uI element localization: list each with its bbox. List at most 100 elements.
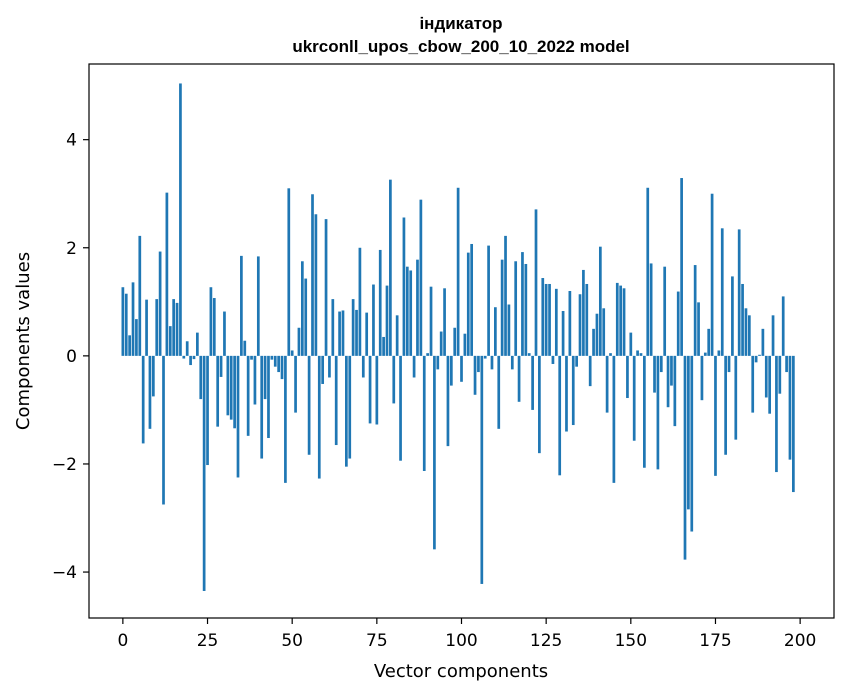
bar: [643, 355, 646, 468]
bar: [524, 263, 528, 356]
bar: [477, 355, 480, 373]
bar: [588, 355, 592, 387]
bar: [731, 276, 734, 356]
bar: [426, 353, 429, 356]
bar: [619, 285, 623, 356]
x-tick-label: 175: [699, 631, 731, 651]
bar: [372, 284, 375, 356]
bar: [497, 355, 501, 429]
bar: [507, 304, 511, 356]
bar: [663, 266, 667, 356]
bar: [277, 355, 280, 373]
bar: [334, 355, 338, 446]
bar: [321, 355, 325, 384]
bar: [622, 288, 626, 356]
bar: [531, 355, 534, 410]
bar: [395, 315, 399, 356]
bar: [771, 315, 775, 356]
bar: [189, 355, 192, 366]
bar: [273, 355, 277, 367]
bar: [412, 355, 416, 378]
bar: [744, 308, 748, 356]
bar: [256, 256, 260, 356]
bar: [690, 355, 694, 532]
bar: [510, 355, 514, 370]
bar: [761, 328, 765, 356]
bar: [758, 354, 761, 356]
bar: [216, 355, 220, 427]
bar: [124, 293, 128, 356]
bar: [236, 355, 240, 478]
bar: [687, 355, 690, 510]
chart-title-line1: індикатор: [419, 14, 502, 33]
y-axis-label: Components values: [13, 252, 34, 430]
bar: [382, 336, 385, 356]
bar: [609, 353, 612, 356]
bar: [778, 355, 782, 394]
bar: [737, 229, 741, 356]
bar: [724, 355, 727, 455]
bar: [653, 355, 656, 393]
bar: [209, 287, 213, 356]
y-tick-label: 2: [66, 239, 77, 259]
y-tick-label: 0: [66, 347, 77, 367]
bar: [500, 259, 504, 356]
bar: [727, 355, 731, 373]
bar: [131, 282, 135, 356]
bar: [494, 307, 497, 356]
bar: [751, 355, 755, 413]
bar: [158, 251, 162, 356]
bar: [673, 355, 677, 427]
bar: [649, 263, 653, 356]
bar: [141, 355, 145, 444]
bar: [575, 355, 578, 367]
bar: [693, 265, 697, 356]
bar: [554, 288, 558, 356]
bar: [375, 355, 379, 425]
bar: [368, 355, 372, 424]
bar: [592, 328, 595, 356]
bar: [345, 355, 348, 467]
bar: [710, 193, 714, 356]
bar: [416, 259, 419, 356]
bar: [182, 355, 186, 359]
bar: [145, 299, 148, 356]
bar: [483, 355, 487, 359]
bar: [639, 353, 643, 356]
y-tick-label: −4: [52, 563, 77, 583]
bar: [290, 350, 294, 356]
bar: [646, 187, 650, 356]
bar: [185, 341, 189, 356]
bar: [632, 355, 636, 441]
bar: [585, 283, 589, 356]
bar: [538, 355, 541, 454]
bar: [487, 245, 490, 356]
bar: [250, 355, 253, 360]
bar: [683, 355, 687, 560]
bar: [378, 249, 382, 356]
bar: [666, 355, 670, 408]
bar: [470, 243, 474, 356]
bar: [196, 332, 199, 356]
bar: [192, 355, 196, 360]
x-tick-label: 25: [197, 631, 219, 651]
bar: [754, 355, 758, 363]
bars-group: [121, 83, 795, 591]
bar: [659, 355, 663, 373]
bar: [219, 355, 223, 377]
bar: [172, 299, 176, 356]
bar: [338, 311, 341, 356]
x-axis-label: Vector components: [374, 661, 548, 682]
bar: [165, 192, 169, 356]
bar: [792, 355, 795, 493]
bar: [361, 355, 365, 378]
x-tick-label: 75: [366, 631, 388, 651]
bar: [223, 311, 226, 356]
bar: [341, 310, 345, 356]
bar: [260, 355, 264, 459]
bar: [253, 355, 257, 405]
bar: [233, 355, 236, 429]
bar: [449, 355, 453, 386]
bar: [534, 209, 538, 356]
